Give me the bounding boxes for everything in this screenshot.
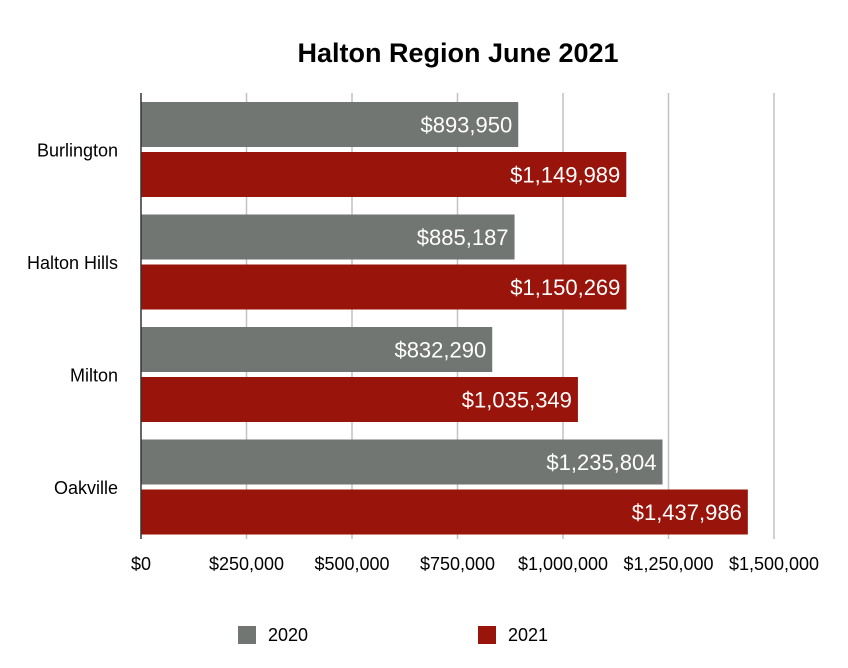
legend-item-2021: 2021 [478,623,548,647]
bar-2020-burlington [141,102,519,147]
y-category-label: Oakville [54,478,118,498]
axes: $0 $250,000 $500,000 $750,000 $1,000,000 $1,2… [27,93,819,574]
x-tick-label: $1,250,000 [623,554,713,574]
x-tick-label: $750,000 [420,554,495,574]
legend-swatch-2020 [238,626,256,644]
x-tick-label: $250,000 [209,554,284,574]
legend-label-2021: 2021 [508,624,549,645]
legend-label-2020: 2020 [268,624,309,645]
bar-2020-oakville [141,439,663,485]
bar-2021-milton [141,377,578,422]
y-category-label: Halton Hills [27,253,118,273]
x-tick-label: $1,000,000 [518,554,608,574]
data-label: $1,150,269 [510,275,620,300]
legend-item-2020: 2020 [238,623,308,647]
bar-2020-milton [141,327,493,372]
bar-2020-halton-hills [141,214,515,260]
x-tick-label: $500,000 [314,554,389,574]
y-category-label: Milton [70,366,118,386]
data-label: $1,437,986 [632,500,742,525]
x-tick-label: $0 [131,554,151,574]
bar-2021-halton-hills [141,264,627,310]
data-label: $1,149,989 [510,162,620,187]
data-label: $885,187 [417,225,509,250]
legend-swatch-2021 [478,626,496,644]
data-label: $832,290 [394,337,486,362]
bar-2021-oakville [141,489,748,535]
bar-2021-burlington [141,152,627,197]
data-label: $1,035,349 [462,387,572,412]
bars: $893,950 $1,149,989 $885,187$1,150,269 $832… [141,102,748,535]
data-label: $893,950 [420,112,512,137]
y-category-label: Burlington [37,141,118,161]
x-tick-label: $1,500,000 [729,554,819,574]
chart-title: Halton Region June 2021 [297,38,619,68]
data-label: $1,235,804 [546,450,656,475]
